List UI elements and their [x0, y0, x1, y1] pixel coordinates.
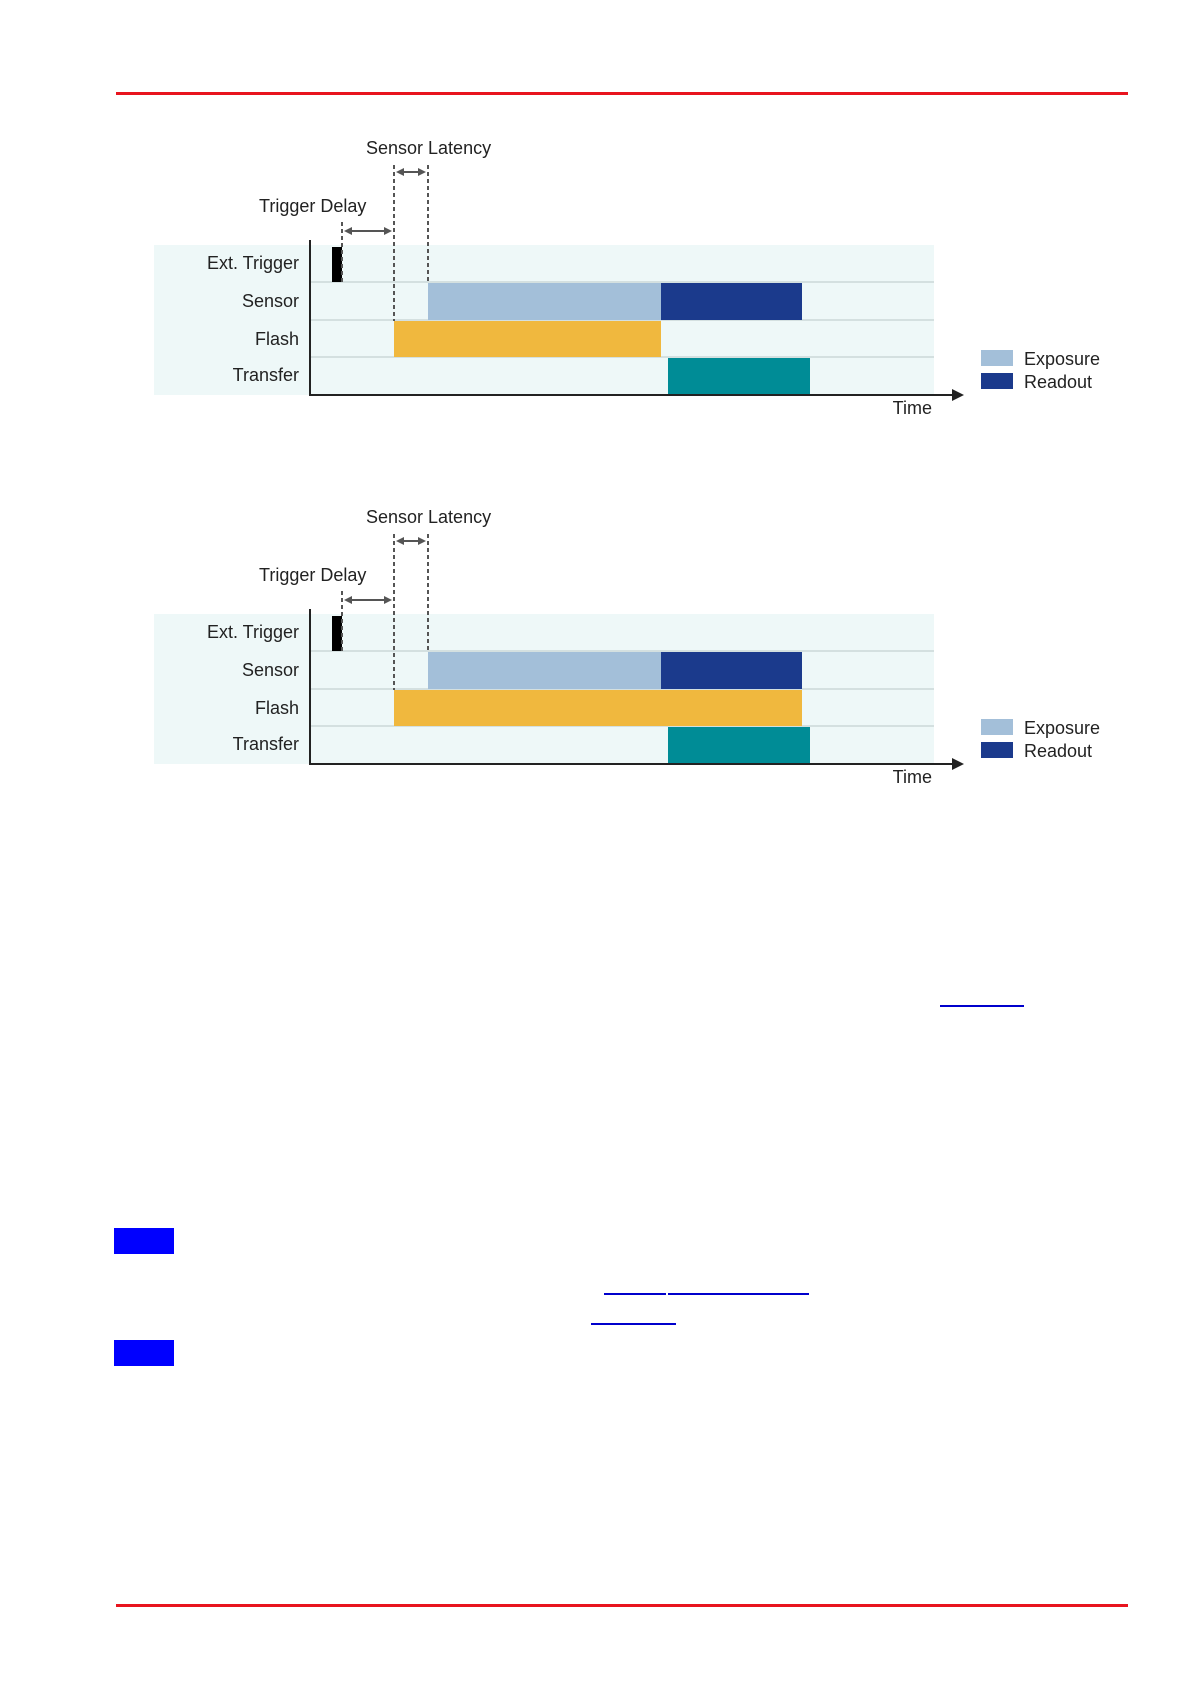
transfer-bar: [668, 358, 810, 394]
trigger-delay-label: Trigger Delay: [259, 196, 366, 216]
legend-exposure-label: Exposure: [1024, 718, 1100, 738]
time-label: Time: [893, 398, 932, 418]
legend-readout-swatch: [981, 373, 1013, 389]
legend-exposure-label: Exposure: [1024, 349, 1100, 369]
note-marker-box: [114, 1228, 174, 1254]
note-marker-box: [114, 1340, 174, 1366]
sensor-exposure-bar: [428, 652, 661, 689]
time-axis-arrowhead: [952, 758, 964, 770]
sensor-readout-bar: [661, 283, 802, 320]
row-label-flash: Flash: [255, 698, 299, 718]
timing-diagram-flash-through-readout: Sensor Latency Trigger Delay Ext. Trigge…: [140, 490, 1120, 790]
transfer-bar: [668, 727, 810, 763]
sensor-exposure-bar: [428, 283, 661, 320]
sensor-latency-label: Sensor Latency: [366, 138, 491, 158]
legend-readout-label: Readout: [1024, 372, 1092, 392]
timing-diagram-svg: Sensor Latency Trigger Delay Ext. Trigge…: [154, 507, 1100, 787]
legend-readout-label: Readout: [1024, 741, 1092, 761]
timing-diagram-svg: Sensor Latency Trigger Delay Ext. Trigge…: [154, 138, 1100, 418]
row-label-transfer: Transfer: [233, 734, 299, 754]
link-underline[interactable]: [940, 1005, 1024, 1007]
legend-readout-swatch: [981, 742, 1013, 758]
ext-trigger-pulse: [332, 247, 342, 282]
link-underline[interactable]: [604, 1293, 666, 1295]
row-label-transfer: Transfer: [233, 365, 299, 385]
row-label-ext-trigger: Ext. Trigger: [207, 253, 299, 273]
footer-rule: [116, 1604, 1128, 1607]
time-label: Time: [893, 767, 932, 787]
legend-exposure-swatch: [981, 719, 1013, 735]
row-label-flash: Flash: [255, 329, 299, 349]
timing-diagram-flash-during-exposure: Sensor Latency Trigger Delay Ext. Trigge…: [140, 125, 1120, 425]
link-underline[interactable]: [668, 1293, 809, 1295]
flash-bar: [394, 321, 661, 357]
header-rule: [116, 92, 1128, 95]
row-label-sensor: Sensor: [242, 660, 299, 680]
flash-bar: [394, 690, 802, 726]
ext-trigger-pulse: [332, 616, 342, 651]
trigger-delay-label: Trigger Delay: [259, 565, 366, 585]
sensor-readout-bar: [661, 652, 802, 689]
row-label-sensor: Sensor: [242, 291, 299, 311]
legend-exposure-swatch: [981, 350, 1013, 366]
row-label-ext-trigger: Ext. Trigger: [207, 622, 299, 642]
sensor-latency-label: Sensor Latency: [366, 507, 491, 527]
link-underline[interactable]: [591, 1323, 676, 1325]
time-axis-arrowhead: [952, 389, 964, 401]
